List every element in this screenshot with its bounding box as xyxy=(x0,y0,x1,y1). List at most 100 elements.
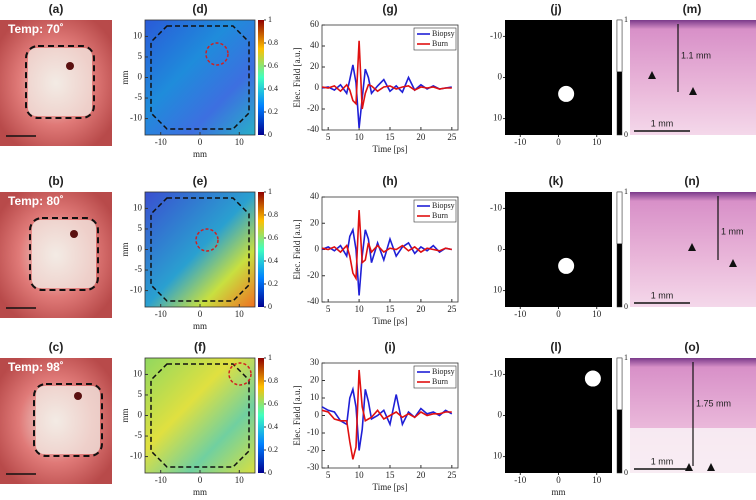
y-tick-label: 20 xyxy=(310,61,320,71)
burn-area xyxy=(28,48,92,116)
burn-area xyxy=(36,386,100,454)
x-tick-label: -10 xyxy=(155,309,167,319)
colorbar-label: 0.2 xyxy=(268,107,278,116)
y-tick-label: 10 xyxy=(133,30,143,40)
y-tick-label: -10 xyxy=(490,202,502,212)
x-tick-label: 15 xyxy=(386,304,396,314)
y-axis-label: mm xyxy=(120,242,130,256)
panel-label: (h) xyxy=(382,174,397,188)
y-tick-label: -10 xyxy=(490,368,502,378)
depth-label: 1 mm xyxy=(721,226,744,236)
y-tick-label: 5 xyxy=(138,51,143,61)
roi-outline xyxy=(150,25,250,130)
y-tick-label: -10 xyxy=(307,427,319,437)
colorbar-label: 0.2 xyxy=(268,279,278,288)
panel-label: (b) xyxy=(48,174,63,188)
colorbar-white xyxy=(616,19,623,72)
colorbar xyxy=(258,358,264,473)
colorbar-label: 0.8 xyxy=(268,210,278,219)
panel-label: (k) xyxy=(549,174,564,188)
y-tick-label: 5 xyxy=(138,223,143,233)
colorbar-label: 0 xyxy=(268,130,272,139)
biopsy-marker xyxy=(205,42,229,66)
heatmap-image xyxy=(145,192,255,307)
panel-label: (a) xyxy=(49,2,64,16)
x-tick-label: 0 xyxy=(198,137,203,147)
y-tick-label: 20 xyxy=(310,375,320,385)
series-line xyxy=(321,369,452,460)
biopsy-site xyxy=(74,392,82,400)
y-tick-label: -40 xyxy=(307,124,319,134)
roi-outline xyxy=(150,197,250,302)
y-tick-label: -20 xyxy=(307,445,319,455)
x-tick-label: 15 xyxy=(386,470,396,480)
panel-label: (l) xyxy=(550,340,561,354)
roi-outline xyxy=(33,383,103,457)
panel-label: (i) xyxy=(384,340,395,354)
x-tick-label: 0 xyxy=(198,475,203,485)
x-axis-label: Time [ps] xyxy=(373,316,408,326)
y-tick-label: 40 xyxy=(310,40,320,50)
x-tick-label: 0 xyxy=(198,309,203,319)
colorbar-label: 0 xyxy=(624,468,628,477)
colorbar-label: 1 xyxy=(624,353,628,362)
x-tick-label: 15 xyxy=(386,132,396,142)
biopsy-region xyxy=(584,370,601,387)
panel-label: (m) xyxy=(683,2,702,16)
panel-label: (o) xyxy=(684,340,699,354)
depth-label: 1.75 mm xyxy=(696,398,731,408)
panel-label: (d) xyxy=(192,2,207,16)
x-tick-label: 10 xyxy=(355,132,365,142)
x-tick-label: 5 xyxy=(326,304,331,314)
y-tick-label: 10 xyxy=(133,368,143,378)
x-tick-label: 0 xyxy=(556,309,561,319)
colorbar-label: 0.4 xyxy=(268,422,278,431)
x-tick-label: 5 xyxy=(326,470,331,480)
arrowhead xyxy=(707,463,715,471)
panel-label: (e) xyxy=(193,174,208,188)
colorbar-label: 0 xyxy=(624,130,628,139)
colorbar-label: 0.6 xyxy=(268,61,278,70)
temperature: Temp: 80˚ xyxy=(8,194,64,208)
x-tick-label: 20 xyxy=(416,132,426,142)
y-axis-label: mm xyxy=(120,70,130,84)
series-line xyxy=(321,386,453,451)
x-tick-label: 10 xyxy=(235,475,245,485)
x-axis-label: mm xyxy=(193,321,207,331)
y-tick-label: 10 xyxy=(310,392,320,402)
arrowhead xyxy=(688,243,696,251)
y-tick-label: -5 xyxy=(135,264,143,274)
x-tick-label: 10 xyxy=(355,470,365,480)
colorbar-white xyxy=(616,357,623,410)
temperature: Temp: 98˚ xyxy=(8,360,64,374)
heatmap-image xyxy=(145,20,255,135)
x-tick-label: 10 xyxy=(592,309,602,319)
panel-label: (f) xyxy=(194,340,206,354)
arrowhead xyxy=(648,71,656,79)
scale-label: 1 mm xyxy=(651,456,674,466)
x-tick-label: 25 xyxy=(447,304,457,314)
x-tick-label: -10 xyxy=(514,309,526,319)
y-tick-label: 40 xyxy=(310,191,320,201)
y-tick-label: 20 xyxy=(310,217,320,227)
colorbar-label: 0.6 xyxy=(268,399,278,408)
y-tick-label: 0 xyxy=(138,72,143,82)
y-axis-label: Elec. Field [a.u.] xyxy=(292,47,302,107)
colorbar-label: 0.8 xyxy=(268,376,278,385)
roi-outline xyxy=(29,217,99,291)
x-axis-label: Time [ps] xyxy=(373,482,408,492)
biopsy-marker xyxy=(228,362,252,386)
x-tick-label: 10 xyxy=(355,304,365,314)
roi-outline xyxy=(25,45,95,119)
mask-image xyxy=(505,20,612,135)
colorbar-label: 0.2 xyxy=(268,445,278,454)
y-axis-label: mm xyxy=(120,408,130,422)
legend-label: Burn xyxy=(432,39,448,48)
x-tick-label: -10 xyxy=(155,475,167,485)
biopsy-site xyxy=(66,62,74,70)
depth-label: 1.1 mm xyxy=(681,50,711,60)
x-tick-label: -10 xyxy=(514,137,526,147)
y-tick-label: 0 xyxy=(498,244,503,254)
colorbar-label: 1 xyxy=(624,187,628,196)
